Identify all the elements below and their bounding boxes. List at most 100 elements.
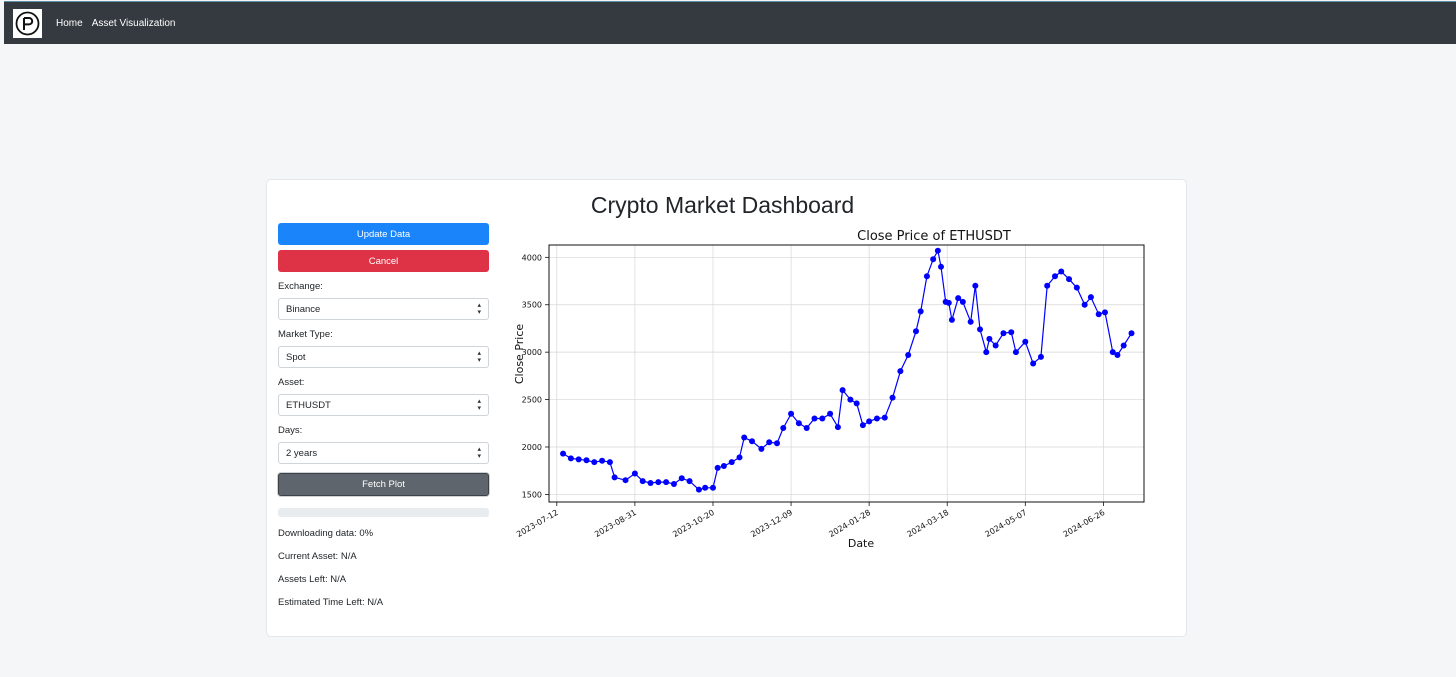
data-point	[803, 425, 810, 432]
dashboard-card: Crypto Market Dashboard Update Data Canc…	[266, 179, 1187, 637]
x-axis-ticks: 2023-07-12 2023-08-31 2023-10-20 2023-12-09…	[515, 502, 1106, 539]
data-point	[709, 484, 716, 491]
data-point	[955, 295, 962, 302]
chart-title: Close Price of ETHUSDT	[857, 229, 1011, 244]
data-point	[728, 459, 735, 466]
data-point	[827, 410, 834, 417]
current-asset-status: Current Asset: N/A	[278, 551, 357, 562]
brand-logo-icon[interactable]	[13, 8, 42, 38]
data-point	[945, 299, 952, 306]
data-point	[1087, 294, 1094, 301]
nav-asset-visualization-link[interactable]: Asset Visualization	[91, 17, 176, 29]
data-point	[1095, 311, 1102, 318]
data-point	[1051, 273, 1058, 280]
market-type-select[interactable]: Spot ▴ ▾	[278, 346, 489, 368]
x-tick-label: 2024-06-26	[1062, 508, 1107, 539]
data-point	[606, 459, 613, 466]
data-point	[611, 474, 618, 481]
data-point	[853, 400, 860, 407]
data-point	[1101, 309, 1108, 316]
fetch-plot-button[interactable]: Fetch Plot	[278, 473, 489, 496]
data-point	[714, 464, 721, 471]
data-point	[1037, 353, 1044, 360]
data-point	[720, 462, 727, 469]
data-point	[670, 480, 677, 487]
y-tick-label: 4000	[522, 253, 542, 262]
y-tick-label: 2500	[522, 396, 542, 405]
data-point	[992, 342, 999, 349]
exchange-select[interactable]: Binance ▴ ▾	[278, 298, 489, 320]
data-point	[695, 486, 702, 493]
cancel-button[interactable]: Cancel	[278, 250, 489, 272]
asset-select[interactable]: ETHUSDT ▴ ▾	[278, 394, 489, 416]
exchange-select-value: Binance	[286, 303, 321, 315]
x-tick-label: 2024-03-18	[905, 508, 950, 539]
data-point	[663, 479, 670, 486]
data-point	[1012, 349, 1019, 356]
data-point	[1081, 301, 1088, 308]
exchange-label: Exchange:	[278, 281, 323, 292]
data-point	[866, 418, 873, 425]
data-point	[1120, 342, 1127, 349]
data-point	[749, 438, 756, 445]
data-point	[1114, 352, 1121, 359]
x-tick-label: 2023-07-12	[515, 508, 560, 539]
data-point	[655, 479, 662, 486]
downloading-status: Downloading data: 0%	[278, 528, 374, 539]
x-tick-label: 2023-08-31	[593, 508, 638, 539]
market-type-label: Market Type:	[278, 329, 333, 340]
select-caret-icon: ▴ ▾	[477, 398, 481, 412]
data-point	[1044, 282, 1051, 289]
data-point	[1058, 268, 1065, 275]
data-point	[591, 459, 598, 466]
y-tick-label: 2000	[522, 443, 542, 452]
data-point	[736, 454, 743, 461]
data-point	[859, 422, 866, 429]
data-point	[774, 440, 781, 447]
download-progress-bar	[278, 508, 489, 517]
data-point	[986, 335, 993, 342]
data-point	[1000, 330, 1007, 337]
control-panel: Update Data Cancel Exchange: Binance ▴ ▾ …	[278, 223, 490, 614]
y-tick-label: 3000	[522, 348, 542, 357]
data-point	[1073, 284, 1080, 291]
select-caret-icon: ▴ ▾	[477, 302, 481, 316]
update-data-button[interactable]: Update Data	[278, 223, 489, 245]
data-point	[983, 349, 990, 356]
data-point	[923, 273, 930, 280]
y-tick-label: 3500	[522, 301, 542, 310]
page-title: Crypto Market Dashboard	[590, 192, 855, 218]
data-point	[930, 256, 937, 263]
close-price-chart: Close Price of ETHUSDT 1500 2000 2500 3000 3…	[513, 229, 1145, 550]
data-point	[948, 316, 955, 323]
data-point	[631, 470, 638, 477]
data-point	[1128, 330, 1135, 337]
chart-grid	[549, 245, 1144, 502]
y-axis-label: Close Price	[513, 324, 526, 385]
days-select-value: 2 years	[286, 447, 318, 459]
data-point	[741, 434, 748, 441]
data-point	[702, 484, 709, 491]
data-point	[686, 478, 693, 485]
days-select[interactable]: 2 years ▴ ▾	[278, 442, 489, 464]
data-point	[1030, 360, 1037, 367]
data-point	[639, 478, 646, 485]
data-point	[834, 424, 841, 431]
nav-home-link[interactable]: Home	[56, 17, 83, 29]
y-axis-ticks: 1500 2000 2500 3000 3500 4000	[522, 253, 549, 499]
data-point	[1066, 276, 1073, 283]
select-caret-icon: ▴ ▾	[477, 350, 481, 364]
data-point	[897, 368, 904, 375]
data-point	[881, 414, 888, 421]
data-point	[847, 396, 854, 403]
data-point	[889, 394, 896, 401]
market-type-select-value: Spot	[286, 351, 306, 363]
data-point	[560, 450, 567, 457]
data-point	[972, 282, 979, 289]
data-point	[758, 445, 765, 452]
data-point	[912, 328, 919, 335]
data-point	[622, 477, 629, 484]
x-tick-label: 2024-05-07	[984, 508, 1029, 539]
data-point	[977, 326, 984, 333]
data-point	[567, 455, 574, 462]
